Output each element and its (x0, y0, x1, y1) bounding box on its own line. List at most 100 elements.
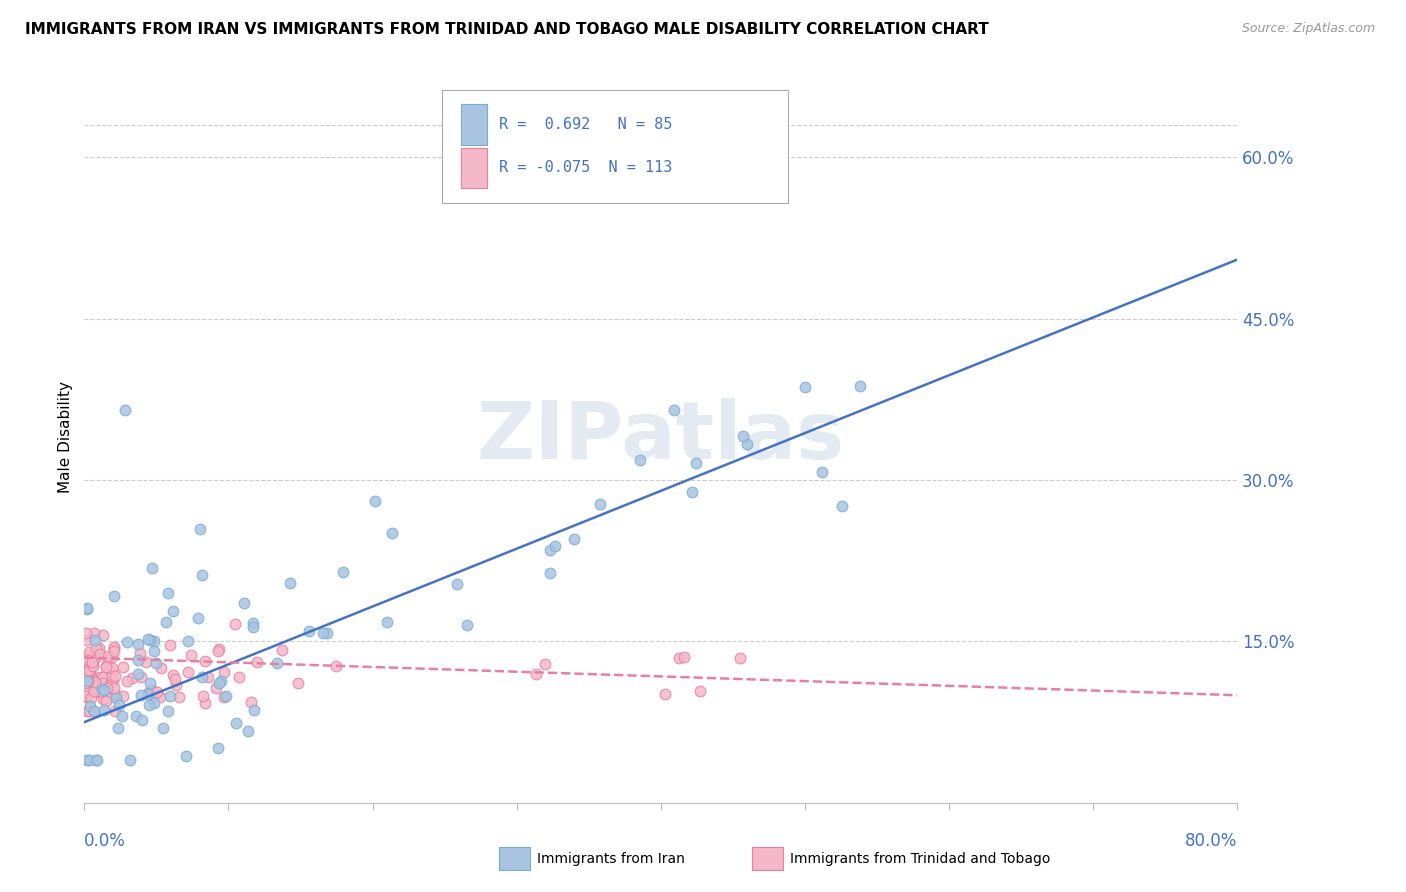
Point (246, 656, 269, 670)
Point (80, 659, 103, 673)
Point (187, 611, 209, 625)
Point (77, 658, 100, 673)
FancyBboxPatch shape (441, 90, 787, 203)
Point (212, 665, 235, 680)
Point (316, 626, 339, 640)
Point (150, 661, 173, 675)
Point (271, 643, 294, 657)
Point (811, 465, 834, 479)
Point (115, 635, 138, 649)
Point (197, 670, 219, 684)
Point (77, 665, 100, 680)
Point (82, 657, 104, 672)
Point (97, 648, 120, 663)
Point (91, 692, 114, 706)
Point (149, 690, 172, 704)
Point (446, 576, 468, 591)
Point (93, 703, 115, 717)
Point (82, 656, 104, 670)
Point (325, 659, 347, 673)
Point (76, 753, 98, 767)
Point (83, 705, 105, 719)
Point (103, 644, 125, 658)
Point (205, 681, 228, 695)
Point (101, 669, 124, 683)
Point (831, 500, 853, 514)
Point (534, 657, 557, 671)
Point (108, 698, 131, 713)
Text: 0.0%: 0.0% (84, 832, 127, 850)
Point (125, 709, 148, 723)
Point (685, 456, 707, 470)
Point (141, 560, 163, 574)
Point (93, 683, 115, 698)
Point (364, 494, 387, 508)
Point (298, 624, 321, 638)
Point (104, 705, 127, 719)
Point (103, 640, 125, 654)
Point (731, 429, 754, 443)
Text: R =  0.692   N = 85: R = 0.692 N = 85 (499, 117, 673, 131)
Point (664, 403, 686, 417)
Point (157, 586, 180, 600)
Point (524, 667, 547, 681)
Point (96, 681, 118, 696)
Point (76, 684, 98, 698)
Point (673, 650, 696, 665)
Point (332, 565, 354, 579)
Point (120, 753, 142, 767)
Point (83, 684, 105, 698)
Point (91, 676, 114, 690)
Point (77, 673, 100, 688)
Point (103, 590, 125, 604)
Point (174, 749, 197, 764)
Point (96, 691, 118, 706)
Point (131, 689, 153, 703)
Point (143, 644, 166, 658)
Point (628, 453, 651, 467)
Point (681, 484, 703, 499)
Point (207, 644, 229, 658)
Point (139, 633, 162, 648)
Point (89, 647, 111, 661)
Point (93, 670, 115, 684)
Point (101, 661, 124, 675)
Point (111, 689, 134, 703)
Point (793, 380, 815, 394)
Point (77, 665, 100, 680)
Point (180, 648, 202, 662)
Point (77, 645, 100, 659)
Point (159, 638, 181, 652)
Point (224, 617, 246, 632)
Point (589, 498, 612, 512)
Point (728, 650, 751, 665)
Point (87, 640, 110, 655)
Text: Source: ZipAtlas.com: Source: ZipAtlas.com (1241, 22, 1375, 36)
Point (145, 656, 167, 670)
Point (79, 663, 101, 677)
Point (689, 683, 711, 698)
Point (242, 616, 264, 631)
Point (194, 655, 217, 669)
Point (103, 640, 125, 655)
Point (101, 673, 124, 688)
Text: Immigrants from Iran: Immigrants from Iran (537, 852, 685, 866)
Point (77, 653, 100, 667)
Point (233, 596, 256, 610)
Point (76, 705, 98, 719)
Point (735, 436, 758, 450)
Point (188, 522, 211, 536)
Point (141, 682, 163, 697)
Point (165, 673, 187, 687)
Point (77, 705, 100, 719)
Text: 80.0%: 80.0% (1185, 832, 1237, 850)
Point (83, 633, 105, 648)
Point (146, 684, 169, 698)
Point (208, 642, 231, 657)
Point (87, 672, 110, 686)
Point (312, 626, 335, 640)
Point (84, 675, 107, 690)
Point (136, 632, 159, 647)
Point (79, 665, 101, 680)
Point (117, 674, 139, 689)
